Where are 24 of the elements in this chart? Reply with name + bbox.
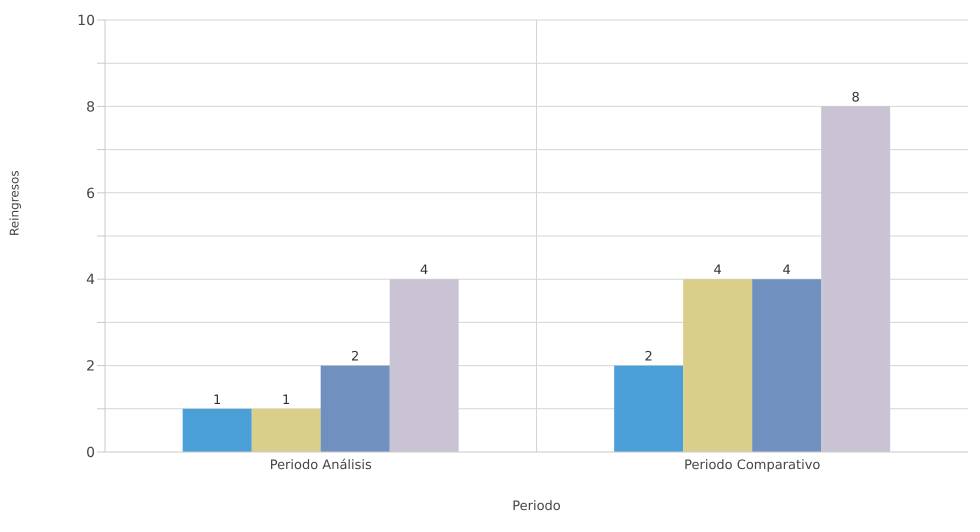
data-label: 2: [644, 350, 653, 365]
bar: [252, 408, 321, 452]
x-tick-label: Periodo Comparativo: [684, 458, 820, 474]
y-axis-title: Reingresos: [7, 170, 22, 236]
data-label: 1: [282, 392, 290, 408]
y-tick-label: 0: [86, 444, 95, 461]
y-tick-label: 10: [77, 12, 95, 29]
bar: [320, 366, 390, 452]
data-label: 4: [782, 263, 791, 278]
bar: [614, 366, 684, 452]
data-label: 1: [213, 392, 222, 408]
y-tick-label: 4: [86, 272, 96, 288]
data-label: 2: [351, 350, 360, 365]
data-label: 8: [852, 90, 860, 106]
x-axis-title: Periodo: [512, 499, 561, 514]
y-tick-label: 2: [86, 358, 95, 375]
y-tick-label: 8: [86, 99, 95, 116]
bar: [683, 279, 752, 452]
data-label: 4: [714, 263, 722, 278]
data-label: 4: [420, 263, 428, 278]
y-tick-label: 6: [86, 186, 96, 202]
bar: [182, 408, 252, 452]
bar: [752, 279, 822, 452]
x-tick-label: Periodo Análisis: [270, 458, 372, 474]
